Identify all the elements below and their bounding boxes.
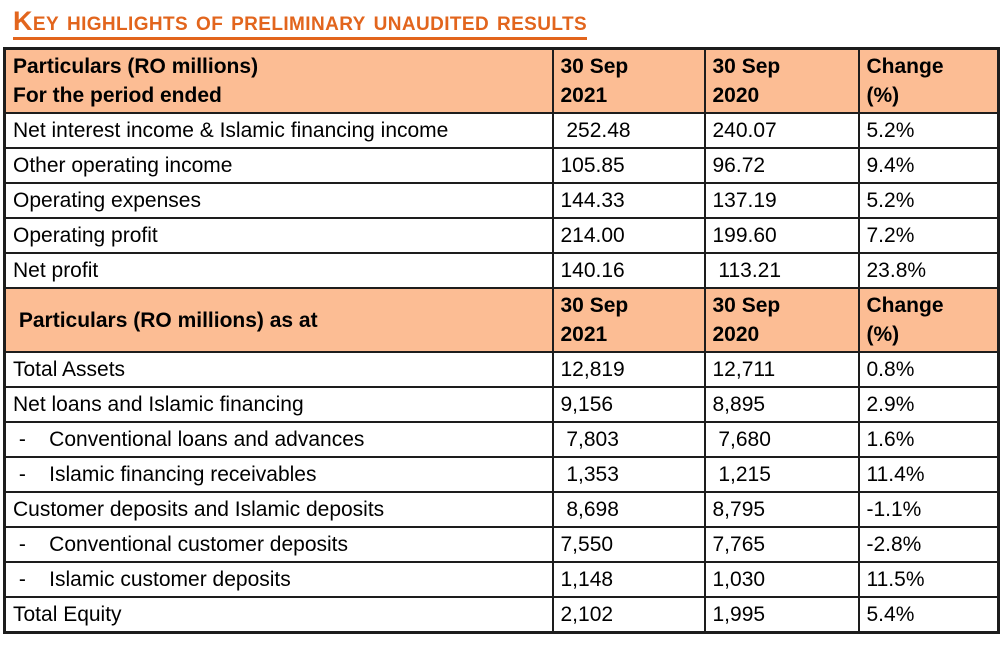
row-label: Net loans and Islamic financing	[3, 386, 554, 424]
header-change: Change (%)	[857, 287, 1000, 354]
page-title: Key highlights of preliminary unaudited …	[13, 6, 588, 41]
row-label: Customer deposits and Islamic deposits	[3, 491, 554, 529]
table-row: - Conventional loans and advances 7,803 …	[3, 421, 1000, 459]
table-row: - Islamic financing receivables 1,353 1,…	[3, 456, 1000, 494]
header-30sep2021: 30 Sep 2021	[551, 287, 706, 354]
value-2020: 8,895	[703, 386, 860, 424]
value-change: 11.4%	[857, 456, 1000, 494]
table-row: - Conventional customer deposits 7,550 7…	[3, 526, 1000, 564]
value-2021: 8,698	[551, 491, 706, 529]
table-row: Net loans and Islamic financing 9,156 8,…	[3, 386, 1000, 424]
value-2021: 144.33	[551, 182, 706, 220]
value-2021: 252.48	[551, 112, 706, 150]
table-row: Operating profit 214.00 199.60 7.2%	[3, 217, 1000, 255]
header-30sep2021: 30 Sep 2021	[551, 47, 706, 115]
title-wrap: Key highlights of preliminary unaudited …	[13, 6, 1000, 41]
value-2020: 7,765	[703, 526, 860, 564]
value-2020: 12,711	[703, 351, 860, 389]
value-2021: 105.85	[551, 147, 706, 185]
value-2020: 199.60	[703, 217, 860, 255]
value-2020: 8,795	[703, 491, 860, 529]
value-2021: 9,156	[551, 386, 706, 424]
row-label: Total Assets	[3, 351, 554, 389]
value-change: -1.1%	[857, 491, 1000, 529]
table-row: Other operating income 105.85 96.72 9.4%	[3, 147, 1000, 185]
value-change: 5.2%	[857, 182, 1000, 220]
row-label: - Islamic financing receivables	[3, 456, 554, 494]
value-2021: 12,819	[551, 351, 706, 389]
results-table: Particulars (RO millions) For the period…	[3, 47, 1000, 635]
value-2021: 214.00	[551, 217, 706, 255]
header-30sep2020: 30 Sep 2020	[703, 47, 860, 115]
table-row: Total Assets 12,819 12,711 0.8%	[3, 351, 1000, 389]
table-row: Net profit 140.16 113.21 23.8%	[3, 252, 1000, 290]
header-change: Change (%)	[857, 47, 1000, 115]
value-2020: 96.72	[703, 147, 860, 185]
header-row-period: Particulars (RO millions) For the period…	[3, 47, 1000, 115]
table-row: Operating expenses 144.33 137.19 5.2%	[3, 182, 1000, 220]
value-2021: 140.16	[551, 252, 706, 290]
value-2020: 240.07	[703, 112, 860, 150]
value-2020: 137.19	[703, 182, 860, 220]
row-label: Operating expenses	[3, 182, 554, 220]
value-change: 11.5%	[857, 561, 1000, 599]
value-2021: 1,353	[551, 456, 706, 494]
row-label: - Conventional loans and advances	[3, 421, 554, 459]
header-particulars: Particulars (RO millions) For the period…	[3, 47, 554, 115]
header-30sep2020: 30 Sep 2020	[703, 287, 860, 354]
row-label: Net profit	[3, 252, 554, 290]
value-2020: 1,995	[703, 596, 860, 634]
header-row-asat: Particulars (RO millions) as at 30 Sep 2…	[3, 287, 1000, 354]
value-change: 7.2%	[857, 217, 1000, 255]
value-2020: 113.21	[703, 252, 860, 290]
value-change: 1.6%	[857, 421, 1000, 459]
row-label: - Islamic customer deposits	[3, 561, 554, 599]
value-2021: 1,148	[551, 561, 706, 599]
row-label: - Conventional customer deposits	[3, 526, 554, 564]
value-change: 2.9%	[857, 386, 1000, 424]
table-row: Customer deposits and Islamic deposits 8…	[3, 491, 1000, 529]
value-2021: 7,803	[551, 421, 706, 459]
table-row: Total Equity 2,102 1,995 5.4%	[3, 596, 1000, 634]
value-2020: 7,680	[703, 421, 860, 459]
value-change: 5.2%	[857, 112, 1000, 150]
value-2021: 2,102	[551, 596, 706, 634]
row-label: Net interest income & Islamic financing …	[3, 112, 554, 150]
table-row: Net interest income & Islamic financing …	[3, 112, 1000, 150]
value-change: 0.8%	[857, 351, 1000, 389]
row-label: Total Equity	[3, 596, 554, 634]
value-change: 9.4%	[857, 147, 1000, 185]
row-label: Operating profit	[3, 217, 554, 255]
value-2021: 7,550	[551, 526, 706, 564]
row-label: Other operating income	[3, 147, 554, 185]
value-2020: 1,215	[703, 456, 860, 494]
value-change: 23.8%	[857, 252, 1000, 290]
value-2020: 1,030	[703, 561, 860, 599]
value-change: 5.4%	[857, 596, 1000, 634]
table-row: - Islamic customer deposits 1,148 1,030 …	[3, 561, 1000, 599]
header-particulars-asat: Particulars (RO millions) as at	[3, 287, 554, 354]
value-change: -2.8%	[857, 526, 1000, 564]
